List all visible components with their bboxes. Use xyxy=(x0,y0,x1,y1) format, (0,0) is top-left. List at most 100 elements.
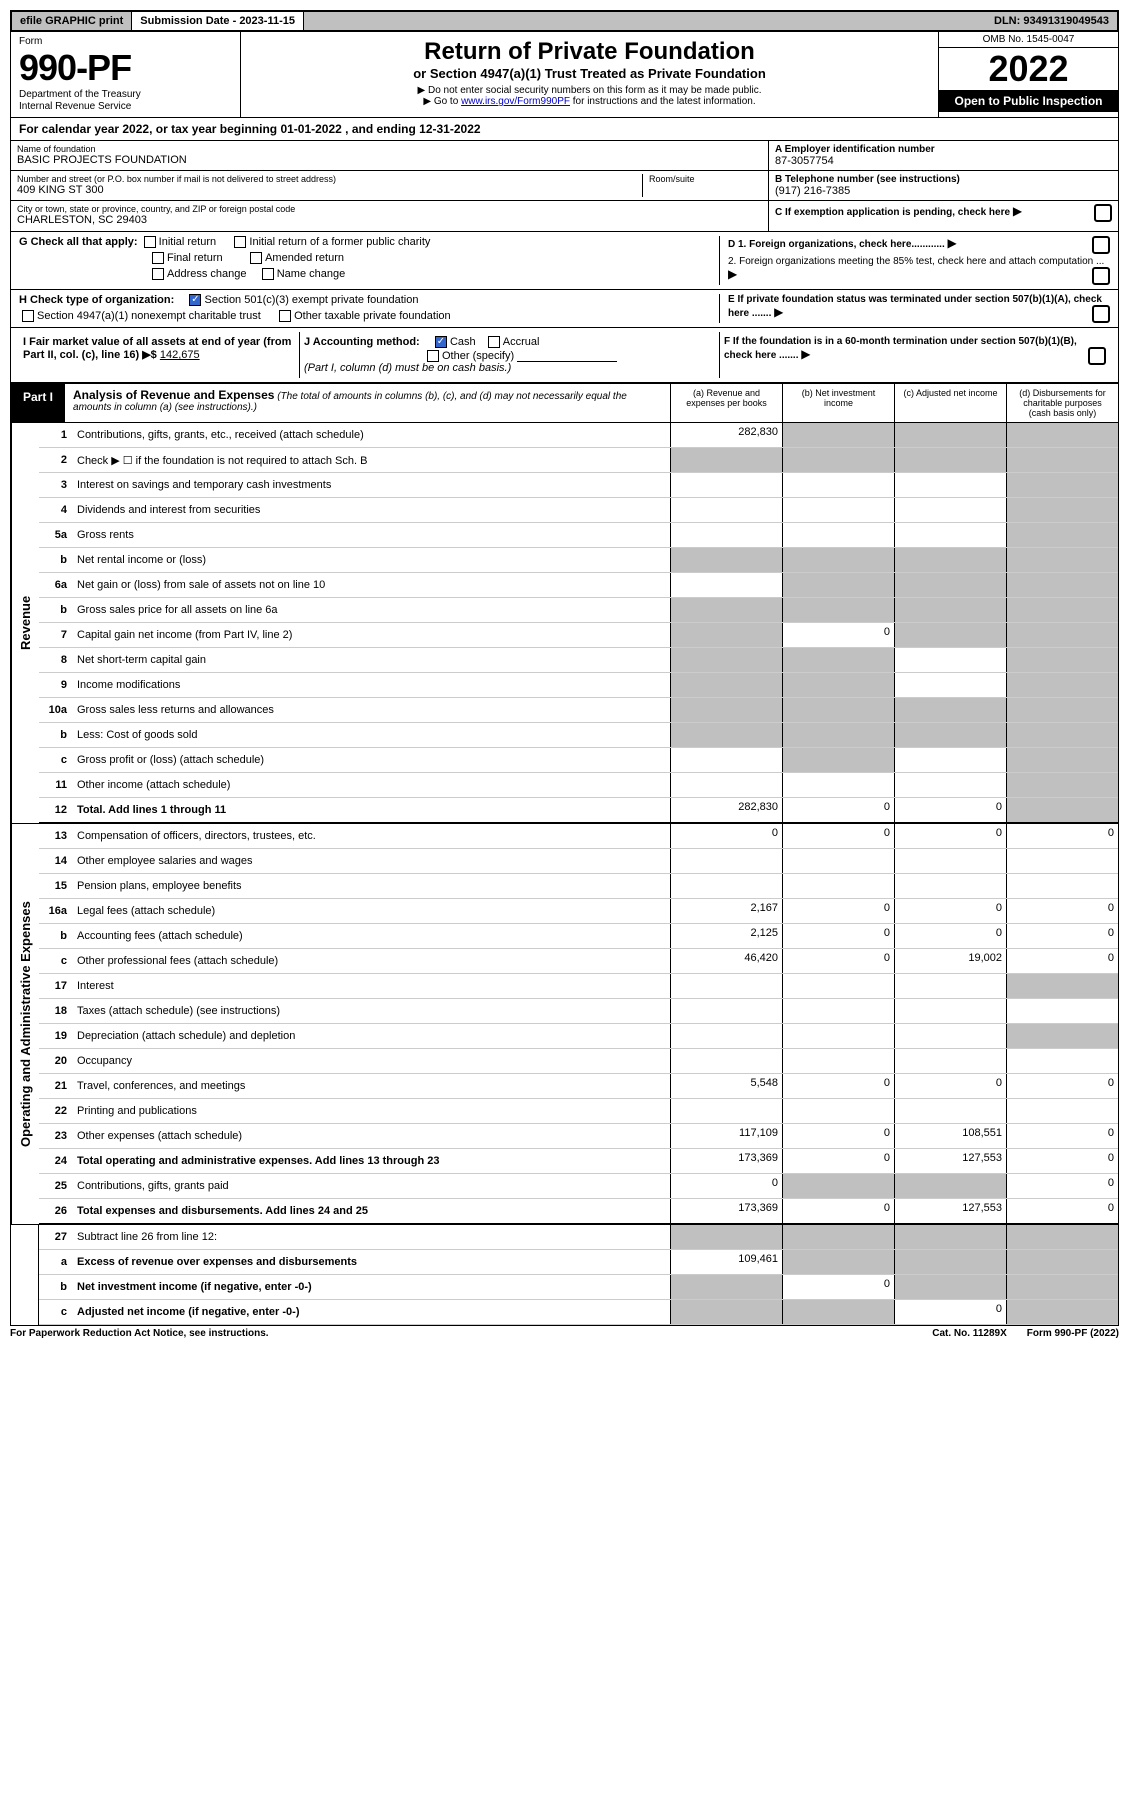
name-change-checkbox[interactable] xyxy=(262,268,274,280)
g-c6: Name change xyxy=(277,268,346,280)
table-row: 6aNet gain or (loss) from sale of assets… xyxy=(39,573,1118,598)
open-public: Open to Public Inspection xyxy=(939,90,1118,112)
other-method-checkbox[interactable] xyxy=(427,350,439,362)
expenses-side-label: Operating and Administrative Expenses xyxy=(11,824,39,1224)
part1-title: Analysis of Revenue and Expenses xyxy=(73,388,274,402)
e-checkbox[interactable] xyxy=(1092,305,1110,323)
form-page: efile GRAPHIC print Submission Date - 20… xyxy=(0,0,1129,1351)
table-row: cAdjusted net income (if negative, enter… xyxy=(39,1300,1118,1325)
title-col: Return of Private Foundation or Section … xyxy=(241,32,938,117)
a-label: A Employer identification number xyxy=(775,144,1112,155)
table-row: 9Income modifications xyxy=(39,673,1118,698)
table-row: cGross profit or (loss) (attach schedule… xyxy=(39,748,1118,773)
exemption-cell: C If exemption application is pending, c… xyxy=(769,201,1118,231)
table-row: 4Dividends and interest from securities xyxy=(39,498,1118,523)
4947-checkbox[interactable] xyxy=(22,310,34,322)
501c3-checkbox[interactable] xyxy=(189,294,201,306)
h-label: H Check type of organization: xyxy=(19,294,174,306)
table-row: 17Interest xyxy=(39,974,1118,999)
line27-block: 27Subtract line 26 from line 12: aExcess… xyxy=(10,1225,1119,1326)
top-bar: efile GRAPHIC print Submission Date - 20… xyxy=(10,10,1119,32)
info-right: A Employer identification number 87-3057… xyxy=(768,141,1118,231)
table-row: 24Total operating and administrative exp… xyxy=(39,1149,1118,1174)
efile-label: efile GRAPHIC print xyxy=(12,12,132,30)
table-row: bNet rental income or (loss) xyxy=(39,548,1118,573)
g-row: G Check all that apply: Initial return I… xyxy=(10,232,1119,290)
col-headers: (a) Revenue and expenses per books (b) N… xyxy=(670,384,1118,422)
table-row: 21Travel, conferences, and meetings5,548… xyxy=(39,1074,1118,1099)
instr-2: ▶ Go to www.irs.gov/Form990PF for instru… xyxy=(247,96,932,107)
d2-checkbox[interactable] xyxy=(1092,267,1110,285)
expenses-body: 13Compensation of officers, directors, t… xyxy=(39,824,1118,1224)
initial-public-checkbox[interactable] xyxy=(234,236,246,248)
tax-year: 2022 xyxy=(939,48,1118,90)
table-row: 11Other income (attach schedule) xyxy=(39,773,1118,798)
cash-checkbox[interactable] xyxy=(435,336,447,348)
table-row: 25Contributions, gifts, grants paid00 xyxy=(39,1174,1118,1199)
table-row: bGross sales price for all assets on lin… xyxy=(39,598,1118,623)
d1-checkbox[interactable] xyxy=(1092,236,1110,254)
table-row: 7Capital gain net income (from Part IV, … xyxy=(39,623,1118,648)
table-row: 13Compensation of officers, directors, t… xyxy=(39,824,1118,849)
f-checkbox[interactable] xyxy=(1088,347,1106,365)
h-row: H Check type of organization: Section 50… xyxy=(10,290,1119,328)
table-row: 22Printing and publications xyxy=(39,1099,1118,1124)
table-row: 8Net short-term capital gain xyxy=(39,648,1118,673)
submission-date: Submission Date - 2023-11-15 xyxy=(132,12,304,30)
table-row: 14Other employee salaries and wages xyxy=(39,849,1118,874)
dept-treasury: Department of the Treasury xyxy=(19,89,232,101)
other-taxable-checkbox[interactable] xyxy=(279,310,291,322)
right-col: OMB No. 1545-0047 2022 Open to Public In… xyxy=(938,32,1118,117)
address: 409 KING ST 300 xyxy=(17,184,642,196)
table-row: 3Interest on savings and temporary cash … xyxy=(39,473,1118,498)
table-row: cOther professional fees (attach schedul… xyxy=(39,949,1118,974)
g-c3: Final return xyxy=(167,252,223,264)
ein-value: 87-3057754 xyxy=(775,155,1112,167)
form-id-col: Form 990-PF Department of the Treasury I… xyxy=(11,32,241,117)
part1-header: Part I Analysis of Revenue and Expenses … xyxy=(10,383,1119,423)
name-label: Name of foundation xyxy=(17,144,762,154)
g-c1: Initial return xyxy=(159,236,216,248)
subtitle: or Section 4947(a)(1) Trust Treated as P… xyxy=(247,66,932,81)
omb-label: OMB No. 1545-0047 xyxy=(939,32,1118,48)
info-left: Name of foundation BASIC PROJECTS FOUNDA… xyxy=(11,141,768,231)
info-grid: Name of foundation BASIC PROJECTS FOUNDA… xyxy=(10,141,1119,232)
table-row: 26Total expenses and disbursements. Add … xyxy=(39,1199,1118,1224)
g-c2: Initial return of a former public charit… xyxy=(249,236,430,248)
phone-cell: B Telephone number (see instructions) (9… xyxy=(769,171,1118,201)
address-change-checkbox[interactable] xyxy=(152,268,164,280)
d1-label: D 1. Foreign organizations, check here..… xyxy=(728,239,945,250)
table-row: 23Other expenses (attach schedule)117,10… xyxy=(39,1124,1118,1149)
col-c-header: (c) Adjusted net income xyxy=(894,384,1006,422)
foundation-name-cell: Name of foundation BASIC PROJECTS FOUNDA… xyxy=(11,141,768,171)
col-b-header: (b) Net investment income xyxy=(782,384,894,422)
dln-label: DLN: 93491319049543 xyxy=(986,12,1117,30)
city: CHARLESTON, SC 29403 xyxy=(17,214,762,226)
arrow-icon: ▶ xyxy=(1013,204,1022,218)
i-label: I Fair market value of all assets at end… xyxy=(23,336,291,361)
accrual-checkbox[interactable] xyxy=(488,336,500,348)
final-return-checkbox[interactable] xyxy=(152,252,164,264)
form-ref: Form 990-PF (2022) xyxy=(1027,1328,1119,1339)
irs-link[interactable]: www.irs.gov/Form990PF xyxy=(461,96,570,107)
revenue-body: 1Contributions, gifts, grants, etc., rec… xyxy=(39,423,1118,823)
phone-value: (917) 216-7385 xyxy=(775,185,1112,197)
table-row: 27Subtract line 26 from line 12: xyxy=(39,1225,1118,1250)
g-c5: Address change xyxy=(167,268,247,280)
table-row: 1Contributions, gifts, grants, etc., rec… xyxy=(39,423,1118,448)
c-checkbox[interactable] xyxy=(1094,204,1112,222)
part1-label: Part I xyxy=(11,384,65,422)
form-label: Form xyxy=(19,36,232,47)
table-row: 5aGross rents xyxy=(39,523,1118,548)
main-title: Return of Private Foundation xyxy=(247,38,932,66)
part1-desc: Analysis of Revenue and Expenses (The to… xyxy=(65,384,670,422)
j-accrual: Accrual xyxy=(503,336,540,348)
city-label: City or town, state or province, country… xyxy=(17,204,762,214)
j-note: (Part I, column (d) must be on cash basi… xyxy=(304,362,511,374)
initial-return-checkbox[interactable] xyxy=(144,236,156,248)
dept-irs: Internal Revenue Service xyxy=(19,101,232,113)
amended-return-checkbox[interactable] xyxy=(250,252,262,264)
g-label: G Check all that apply: xyxy=(19,236,138,248)
col-d-header: (d) Disbursements for charitable purpose… xyxy=(1006,384,1118,422)
table-row: 18Taxes (attach schedule) (see instructi… xyxy=(39,999,1118,1024)
